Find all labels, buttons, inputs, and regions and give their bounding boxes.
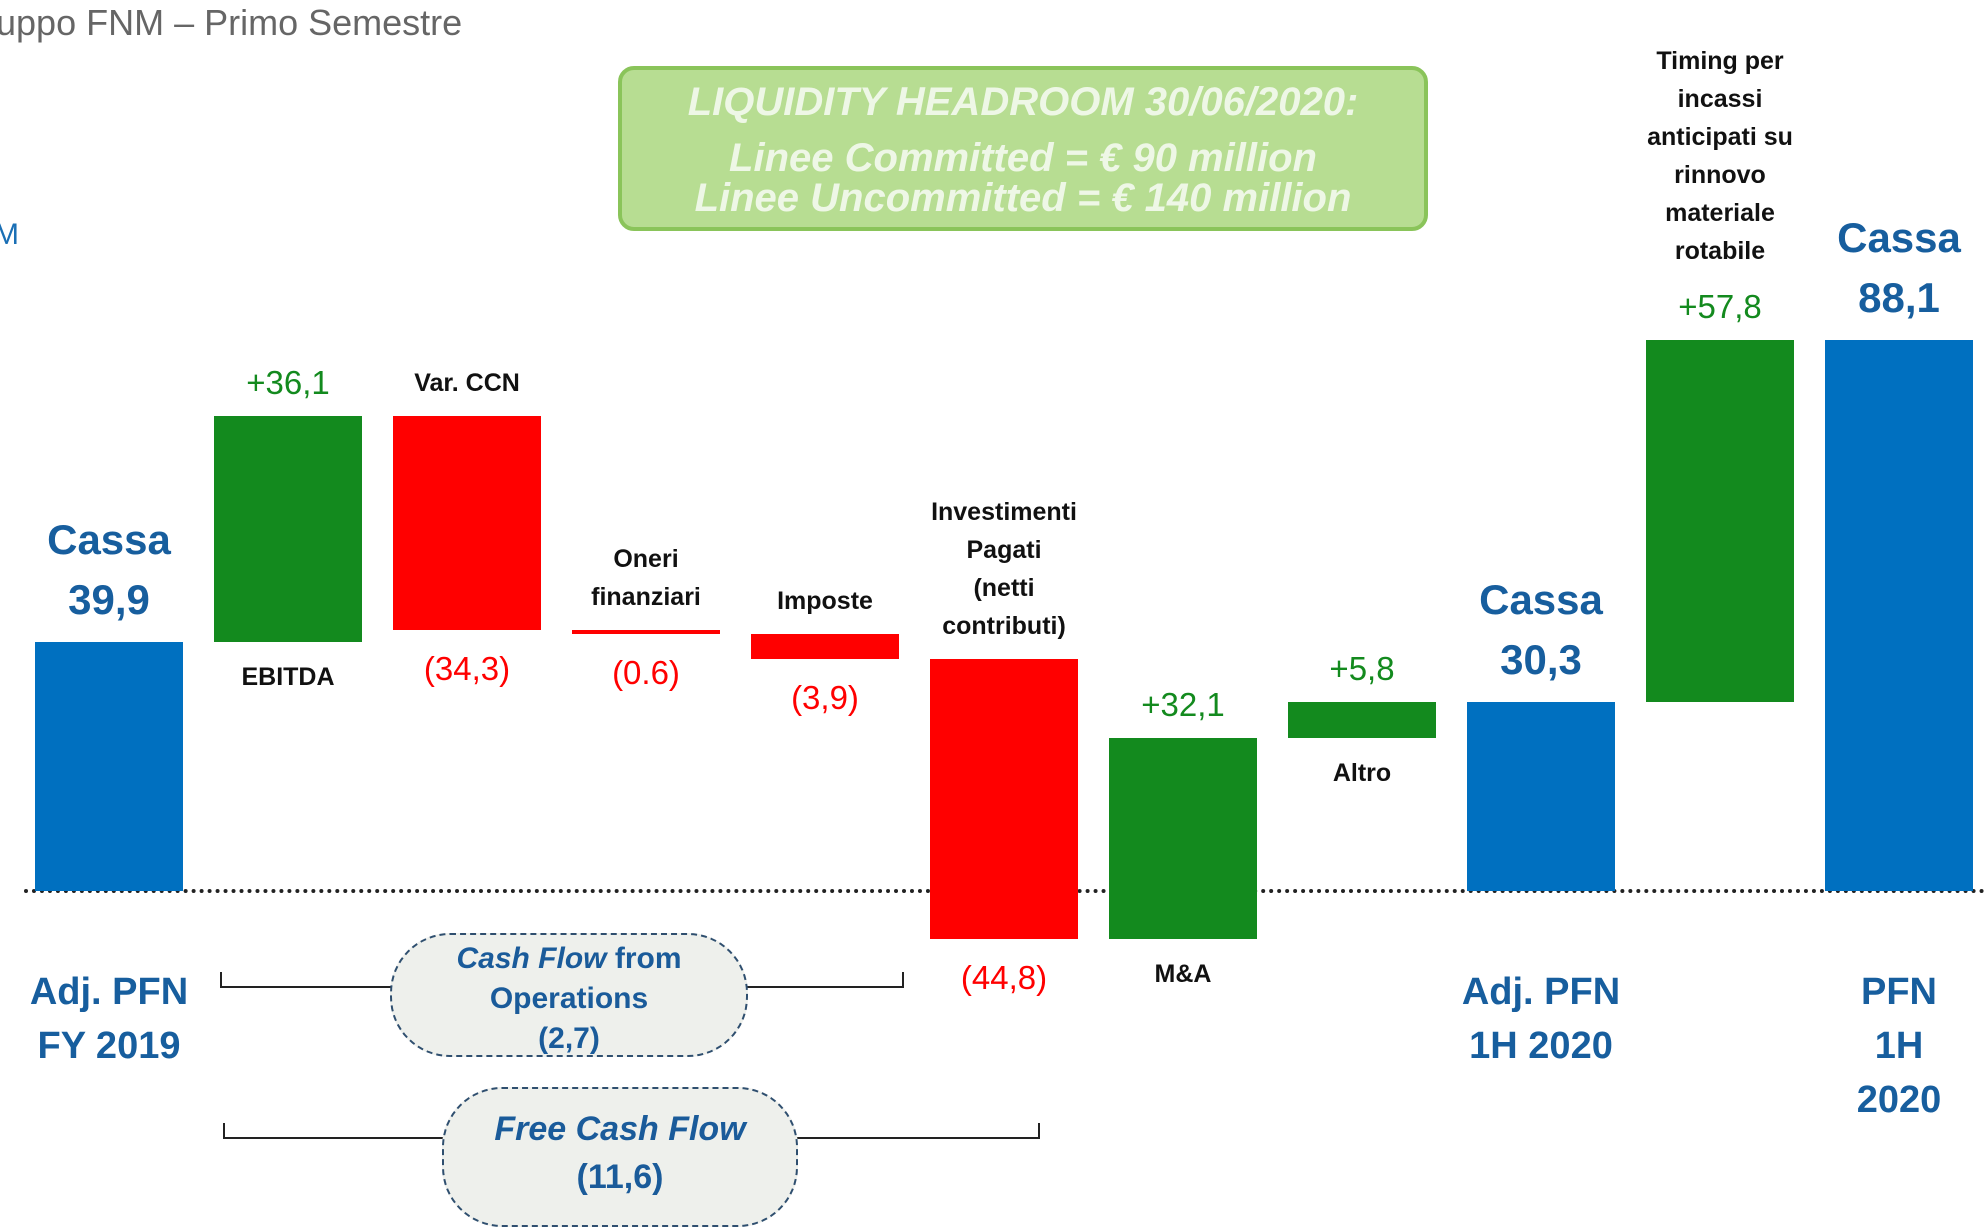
value-label: 88,1: [1858, 274, 1940, 322]
value-label: +57,8: [1678, 288, 1762, 326]
annotation-italic: Cash Flow: [456, 942, 607, 975]
annotation-text: from Operations: [489, 942, 682, 1015]
bar: [1646, 340, 1794, 702]
bar: [930, 658, 1078, 939]
bar: [35, 641, 183, 891]
title: uppo FNM – Primo Semestre: [0, 2, 463, 43]
total-label: Cassa 30,3: [1479, 570, 1603, 690]
total-label: Cassa 88,1: [1837, 208, 1961, 328]
bar: [1467, 701, 1615, 891]
value-label: 39,9: [68, 575, 150, 623]
bar: [751, 634, 899, 659]
value-label: (0.6): [612, 654, 680, 692]
category-label: EBITDA: [241, 662, 335, 691]
category-label: Timing per incassi anticipati su rinnovo…: [1647, 47, 1793, 266]
category-label: PFN 1H 2020: [1856, 971, 1942, 1121]
value-label: (44,8): [960, 958, 1048, 996]
value-label: +32,1: [1141, 685, 1225, 723]
fcf-lozenge: Free Cash Flow (11,6): [442, 1087, 798, 1227]
headroom-line: Linee Uncommitted = € 140 million: [694, 176, 1352, 220]
total-label: Cassa 39,9: [47, 510, 171, 630]
value-label: (34,3): [423, 650, 511, 688]
cfo-lozenge: Cash Flow from Operations (2,7): [390, 933, 748, 1057]
value-label: +5,8: [1329, 649, 1395, 687]
headroom-box: LIQUIDITY HEADROOM 30/06/2020: Linee Com…: [618, 66, 1428, 231]
category-label: Adj. PFN FY 2019: [29, 971, 189, 1067]
category-label: Adj. PFN 1H 2020: [1461, 971, 1621, 1067]
bar: [1109, 737, 1257, 939]
value-label: (3,9): [791, 678, 859, 716]
bar: [1288, 701, 1436, 738]
category-label: Altro: [1332, 758, 1392, 787]
category-label: Oneri finanziari: [591, 545, 701, 612]
headroom-line: Linee Committed = € 90 million: [729, 136, 1317, 180]
bar: [393, 416, 541, 631]
bar: [214, 416, 362, 642]
total-prefix: Cassa: [1837, 214, 1961, 262]
bar: [1825, 340, 1973, 891]
headroom-title: LIQUIDITY HEADROOM 30/06/2020:: [687, 80, 1359, 124]
total-prefix: Cassa: [1479, 575, 1603, 623]
bar: [572, 630, 720, 635]
total-prefix: Cassa: [47, 515, 171, 563]
value-label: 30,3: [1500, 635, 1582, 683]
subtitle: M: [0, 218, 19, 251]
category-label: M&A: [1154, 959, 1212, 988]
category-label: Imposte: [777, 587, 873, 616]
value-label: +36,1: [246, 364, 330, 401]
category-label: Var. CCN: [414, 369, 520, 397]
category-label: Investimenti Pagati (netti contributi): [931, 497, 1077, 640]
annotation-label: (2,7): [538, 1022, 600, 1055]
annotation-italic: Free Cash Flow: [494, 1110, 746, 1148]
annotation-label: (11,6): [576, 1158, 664, 1196]
